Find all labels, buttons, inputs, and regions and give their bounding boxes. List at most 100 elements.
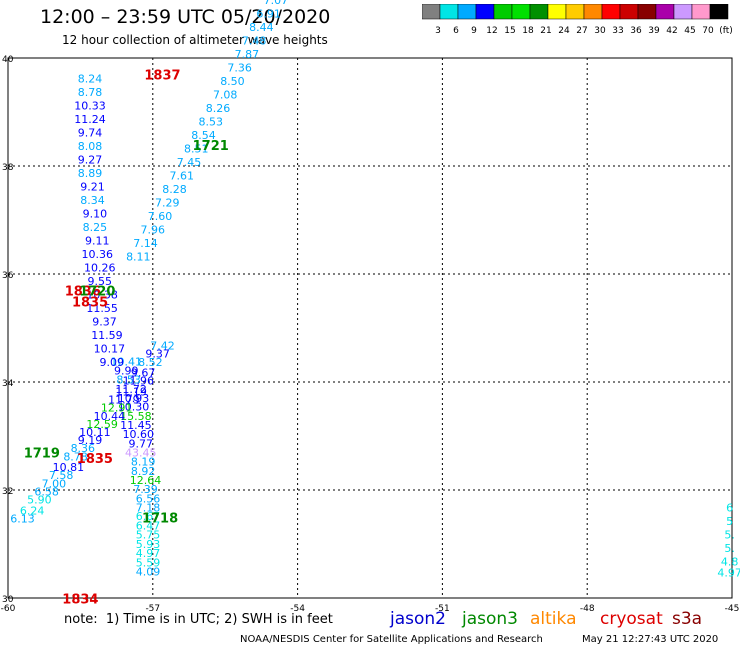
colorbar-label: 42 — [666, 26, 677, 36]
x-tick-label: -54 — [290, 604, 305, 612]
swh-point-label: 8.52 — [138, 356, 163, 369]
swh-point-label: 10.60 — [123, 428, 155, 441]
swh-point-label: 15.58 — [120, 410, 152, 423]
swh-point-label: 12.59 — [86, 418, 118, 431]
colorbar-label: 3 — [435, 26, 441, 36]
swh-point-label: 12.64 — [130, 474, 162, 487]
swh-point-label: 8.53 — [116, 374, 141, 387]
swh-point-label: 7.29 — [155, 197, 180, 210]
colorbar-label: 6 — [453, 26, 459, 36]
swh-point-label: 7.48 — [242, 35, 267, 48]
swh-point-label: 10.44 — [94, 410, 126, 423]
legend-entry-s3a: s3a — [672, 609, 703, 629]
swh-point-label: 8.89 — [78, 167, 103, 180]
swh-point-label: 5.93 — [136, 538, 161, 551]
pass-time-label: 1835 — [77, 452, 113, 467]
swh-point-label: 8.34 — [80, 194, 105, 207]
x-tick-label: -48 — [580, 604, 595, 612]
swh-point-label: 8.92 — [131, 465, 156, 478]
swh-point-label: 7.07 — [264, 0, 289, 7]
colorbar-label: 21 — [540, 26, 551, 36]
y-tick-label: 40 — [2, 55, 14, 65]
x-tick-label: -60 — [1, 604, 16, 612]
swh-point-label: 4.97 — [136, 547, 161, 560]
swh-point-label: 7.36 — [227, 62, 252, 75]
swh-point-label: 5.75 — [136, 529, 161, 542]
swh-point-label: 7.14 — [133, 237, 158, 250]
footer-timestamp: May 21 12:27:43 UTC 2020 — [582, 634, 719, 645]
swh-point-label: 9.21 — [80, 180, 105, 193]
swh-colorbar: 3 6 9 12 15 18 21 24 27 30 33 36 39 42 45 70 (ft) — [422, 4, 732, 36]
colorbar-swatch — [709, 4, 729, 20]
swh-point-label: 5 — [726, 515, 733, 528]
x-tick-label: -57 — [145, 604, 160, 612]
swh-point-label: 11.96 — [123, 375, 155, 388]
swh-point-label: 8.54 — [191, 129, 216, 142]
colorbar-label: 39 — [648, 26, 660, 36]
swh-point-label: 8.24 — [78, 72, 103, 85]
plot-frame — [7, 57, 733, 599]
y-tick-label: 32 — [2, 487, 13, 497]
pass-time-label: 1835 — [72, 295, 108, 310]
swh-point-label: 8.78 — [78, 86, 103, 99]
swh-point-label: 10.41 — [111, 355, 143, 368]
swh-point-label: 5.90 — [27, 494, 52, 507]
swh-point-label: 7.87 — [235, 48, 260, 61]
swh-point-label: 9.10 — [83, 207, 108, 220]
swh-point-label: 6.56 — [136, 492, 161, 505]
pass-time-label: 1834 — [62, 592, 98, 607]
swh-point-label: 7.39 — [133, 483, 158, 496]
swh-point-label: 7.60 — [148, 210, 173, 223]
colorbar-label: 12 — [486, 26, 497, 36]
legend-entry-cryosat: cryosat — [600, 609, 663, 629]
swh-point-label: 9.37 — [145, 348, 170, 361]
x-tick-label: -45 — [725, 604, 740, 612]
wave-height-plot: -60 -57 -54 -51 -48 -453032343638404.095.594.… — [1, 0, 740, 612]
legend-entry-jason2: jason2 — [390, 609, 446, 629]
swh-point-label: 9.11 — [85, 234, 110, 247]
swh-point-label: 10.81 — [53, 461, 85, 474]
swh-point-label: 11.55 — [86, 302, 118, 315]
y-tick-label: 34 — [2, 379, 14, 389]
swh-point-label: 8.08 — [78, 140, 103, 153]
swh-point-label: 6.91 — [256, 8, 281, 21]
colorbar-label: 24 — [558, 26, 570, 36]
swh-point-label: 10.93 — [118, 392, 150, 405]
colorbar-label: 15 — [504, 26, 515, 36]
swh-point-label: 8.26 — [206, 102, 231, 115]
swh-point-label: 6 — [726, 502, 733, 515]
swh-point-label: 10.11 — [79, 426, 111, 439]
swh-point-label: 12.91 — [101, 402, 133, 415]
swh-point-label: 8.11 — [126, 251, 151, 264]
legend-entry-altika: altika — [530, 609, 577, 629]
swh-point-label: 7.45 — [177, 156, 202, 169]
swh-point-label: 8.25 — [83, 221, 108, 234]
swh-point-label: 8.36 — [71, 442, 96, 455]
swh-point-label: 4.8 — [721, 556, 739, 569]
swh-point-label: 7.96 — [141, 224, 166, 237]
swh-point-label: 9.27 — [78, 153, 103, 166]
swh-point-label: 9.77 — [128, 437, 153, 450]
y-tick-label: 30 — [2, 595, 14, 605]
swh-point-label: 8.50 — [220, 75, 245, 88]
swh-point-label: 11.79 — [108, 394, 140, 407]
y-tick-label: 38 — [2, 163, 14, 173]
swh-point-label: 9.19 — [78, 434, 103, 447]
swh-point-label: 11.59 — [91, 329, 123, 342]
swh-point-label: 4.97 — [717, 566, 740, 579]
swh-point-label: 10.38 — [86, 288, 118, 301]
swh-point-label: 8.28 — [162, 183, 187, 196]
pass-time-label: 1720 — [79, 285, 115, 300]
pass-time-label: 1836 — [65, 285, 101, 300]
pass-time-label: 1718 — [142, 511, 178, 526]
chart-subtitle: 12 hour collection of altimeter wave hei… — [62, 33, 328, 47]
swh-point-label: 6.47 — [136, 519, 161, 532]
swh-point-label: 9.09 — [100, 356, 125, 369]
colorbar-label: 33 — [612, 26, 623, 36]
swh-point-label: 8.78 — [63, 450, 88, 463]
swh-point-label: 9.37 — [92, 315, 117, 328]
swh-point-label: 11.45 — [120, 419, 152, 432]
swh-point-label: 7.61 — [170, 170, 195, 183]
swh-point-label: 8.51 — [184, 143, 209, 156]
